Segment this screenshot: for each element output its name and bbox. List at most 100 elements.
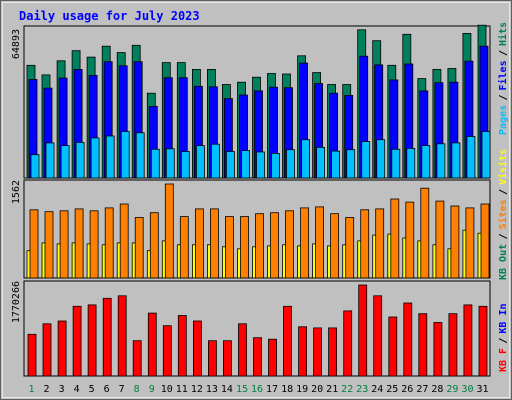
sites-bar-16 [255,213,264,279]
panel-visits-sites [23,179,491,279]
pages-bar-11 [180,151,190,179]
day-label-5: 5 [89,384,95,395]
pages-bar-24 [376,139,386,179]
sites-bar-24 [375,208,385,279]
kbf-bar-28 [433,322,443,377]
sites-bar-10 [164,183,174,279]
day-label-11: 11 [176,384,188,395]
kbf-bar-31 [478,305,488,377]
kbf-bar-25 [388,316,398,377]
pages-bar-7 [120,131,130,179]
day-label-24: 24 [371,384,383,395]
legend-sites-out: KB Out [498,244,509,280]
sites-bar-22 [345,217,355,279]
day-label-6: 6 [104,384,110,395]
sites-bar-30 [465,207,475,279]
legend-sites-sep-2: / [498,189,509,195]
kbf-bar-26 [403,302,413,377]
sites-bar-6 [104,207,114,279]
kbf-bar-11 [177,315,187,377]
kbf-bar-18 [283,305,292,377]
sites-bar-2 [44,211,54,279]
pages-bar-2 [45,142,55,179]
pages-bar-6 [105,135,115,179]
kbf-bar-24 [373,295,383,377]
kb-ymax-label: 1770266 [11,281,22,323]
kbf-bar-23 [358,284,368,377]
graph-title: Daily usage for July 2023 [19,9,200,23]
kbf-bar-5 [87,304,97,377]
sites-bar-19 [300,207,310,279]
sites-bar-5 [89,210,99,279]
pages-bar-3 [60,145,70,179]
day-label-22: 22 [341,384,353,395]
hits-ymax-label: 64893 [11,29,22,59]
sites-ymax-label: 1562 [11,180,22,204]
day-label-28: 28 [431,384,443,395]
legend-sites-sites: Sites [497,199,509,229]
pages-bar-9 [150,148,160,179]
day-label-16: 16 [251,384,263,395]
kbf-bar-8 [132,340,142,377]
pages-bar-20 [316,146,326,179]
panel-hits-files-pages [23,24,491,179]
sites-bar-13 [209,208,219,279]
kbf-bar-7 [117,295,127,377]
sites-bar-23 [360,209,370,279]
legend-hits-sep-2: / [498,50,509,56]
kbf-bar-20 [313,327,323,377]
day-label-25: 25 [386,384,398,395]
day-label-29: 29 [446,384,458,395]
legend-hits-hits: Hits [497,22,509,46]
day-label-19: 19 [296,384,308,395]
day-label-14: 14 [221,384,233,395]
sites-bar-28 [435,200,445,279]
kbf-bar-27 [418,313,428,377]
legend-kb-sep-1: / [498,338,509,344]
pages-bar-18 [286,149,295,179]
legend-kb-kbin: KB In [498,303,509,333]
day-label-15: 15 [236,384,248,395]
pages-bar-8 [135,132,145,179]
day-label-9: 9 [149,384,155,395]
day-labels: 1 2 3 4 5 6 7 8 9 10 11 12 13 14 15 16 17 18 19 20 21 22 23 24 2… [28,384,488,395]
kbf-bar-1 [27,333,37,377]
day-label-17: 17 [266,384,278,395]
kbf-bar-2 [42,323,52,377]
sites-bar-3 [59,210,69,279]
pages-bar-5 [90,137,100,179]
legend-hits-sep-1: / [498,94,509,100]
sites-bar-25 [390,198,400,279]
pages-bar-14 [225,151,235,179]
legend-sites-sep-1: / [498,233,509,239]
sites-bar-17 [270,212,279,279]
pages-bar-25 [391,148,401,179]
pages-bar-4 [75,141,85,179]
pages-bar-15 [241,150,250,179]
day-label-13: 13 [206,384,218,395]
pages-bar-10 [165,148,175,179]
sites-bar-26 [405,201,415,279]
pages-bar-13 [210,143,220,179]
pages-bar-30 [466,136,476,179]
sites-bar-31 [480,203,490,279]
legend-kb-kbf: KB F [498,348,509,372]
pages-bar-26 [406,147,416,179]
sites-bar-8 [134,217,144,279]
pages-bar-16 [256,151,265,179]
kbf-bar-6 [102,297,112,377]
sites-bar-15 [240,216,249,279]
pages-bar-28 [436,143,446,179]
day-label-3: 3 [59,384,65,395]
sites-bar-4 [74,208,84,279]
panel-kb [23,280,491,377]
day-label-31: 31 [476,384,488,395]
day-label-18: 18 [281,384,293,395]
kbf-bar-29 [448,313,458,377]
pages-bar-21 [331,150,341,179]
pages-bar-1 [30,154,40,179]
day-label-27: 27 [416,384,428,395]
sites-bar-9 [149,212,159,279]
